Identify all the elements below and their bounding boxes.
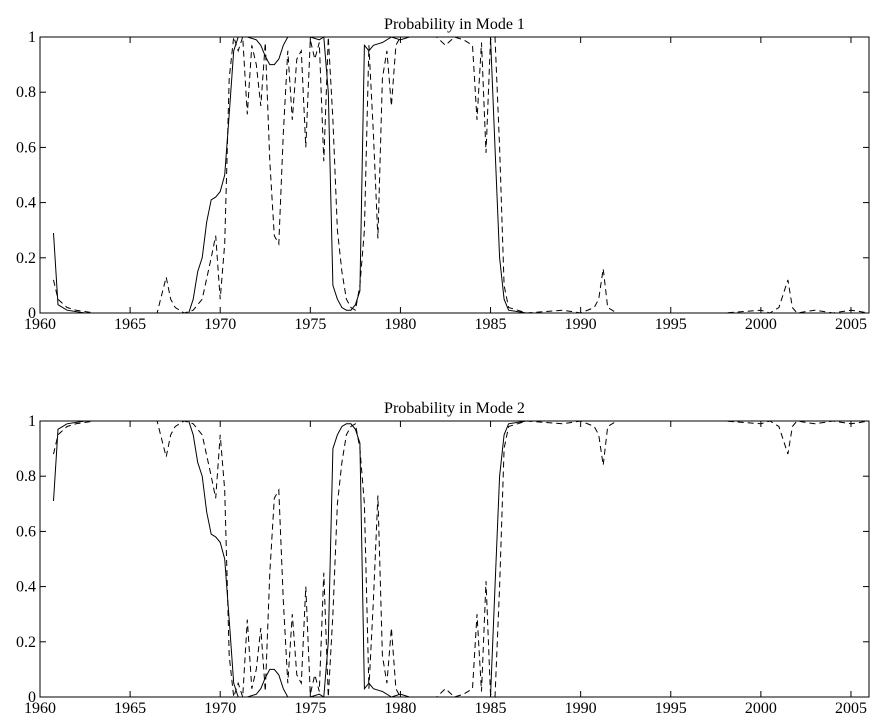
x-tick-label: 1975 [294, 316, 326, 333]
x-tick-label: 2000 [745, 700, 777, 717]
y-tick-label: 0.6 [16, 523, 36, 540]
x-tick-label: 1970 [204, 316, 236, 333]
axes-frame [39, 420, 870, 698]
x-tick-label: 2005 [835, 316, 867, 333]
series-line-dashed [53, 420, 870, 698]
x-tick-label: 1970 [204, 700, 236, 717]
y-tick-label: 0.2 [16, 250, 36, 267]
x-tick-label: 1995 [655, 700, 687, 717]
series-line-solid [53, 420, 869, 698]
chart-title: Probability in Mode 1 [384, 16, 525, 33]
series-line-dashed [53, 36, 870, 314]
x-tick-label: 1965 [114, 700, 146, 717]
y-tick-label: 0.6 [16, 139, 36, 156]
x-tick-label: 1985 [475, 700, 507, 717]
x-tick-label: 1965 [114, 316, 146, 333]
y-tick-label: 0.4 [16, 195, 36, 212]
y-tick-label: 1 [28, 29, 36, 46]
x-tick-label: 1990 [565, 316, 597, 333]
y-tick-label: 0.2 [16, 634, 36, 651]
x-tick-label: 2005 [835, 700, 867, 717]
mode-2-panel: Probability in Mode 2 1960 1965 1970 1975 198… [16, 400, 870, 717]
y-tick-label: 0 [28, 689, 36, 706]
axes-frame [39, 36, 870, 314]
y-tick-label: 0.8 [16, 84, 36, 101]
y-tick-label: 0 [28, 305, 36, 322]
mode-1-panel: Probability in Mode 1 1960 1965 1970 1975 198… [16, 16, 870, 333]
x-tick-label: 1975 [294, 700, 326, 717]
x-tick-label: 1960 [24, 700, 56, 717]
x-tick-label: 1980 [384, 316, 416, 333]
x-tick-label: 1995 [655, 316, 687, 333]
y-tick-label: 0.4 [16, 579, 36, 596]
x-tick-label: 1980 [384, 700, 416, 717]
x-tick-label: 1990 [565, 700, 597, 717]
series-line-solid [53, 36, 869, 314]
y-tick-label: 0.8 [16, 468, 36, 485]
x-tick-label: 1985 [475, 316, 507, 333]
y-tick-label: 1 [28, 413, 36, 430]
x-tick-label: 1960 [24, 316, 56, 333]
x-tick-label: 2000 [745, 316, 777, 333]
chart-title: Probability in Mode 2 [384, 400, 525, 417]
